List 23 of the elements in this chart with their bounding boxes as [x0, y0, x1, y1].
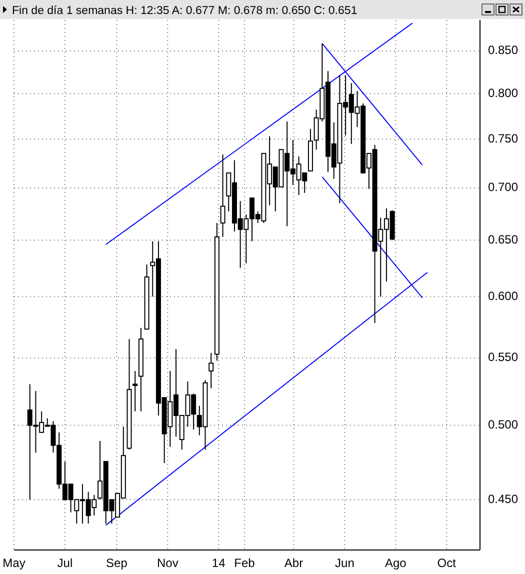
x-tick-label: 14 [212, 556, 226, 570]
y-tick-label: 0.750 [488, 131, 518, 146]
candlestick [208, 352, 214, 389]
x-tick-label: Oct [437, 556, 457, 570]
candlestick [132, 370, 138, 412]
x-tick-label: Nov [156, 556, 178, 570]
x-tick-label: Sep [106, 556, 128, 570]
x-tick-label: Ago [384, 556, 407, 570]
x-tick-label: May [2, 556, 26, 570]
y-tick-label: 0.850 [488, 43, 518, 58]
x-tick-label: Abr [284, 556, 304, 570]
y-tick-label: 0.600 [488, 288, 518, 303]
y-tick-label: 0.550 [488, 350, 518, 364]
y-tick-label: 0.500 [488, 417, 518, 432]
y-tick-label: 0.700 [488, 180, 518, 194]
x-tick-label: Jun [335, 556, 354, 570]
x-tick-label: Feb [234, 556, 256, 570]
y-tick-label: 0.450 [488, 492, 518, 506]
candlestick [220, 154, 226, 238]
y-tick-label: 0.800 [488, 86, 518, 100]
chart-title: Fin de día 1 semanas H: 12:35 A: 0.677 M: 0.678 m: 0.650 C: 0.651 [12, 5, 358, 17]
x-tick-label: Jul [57, 556, 73, 570]
y-tick-label: 0.650 [488, 232, 518, 246]
